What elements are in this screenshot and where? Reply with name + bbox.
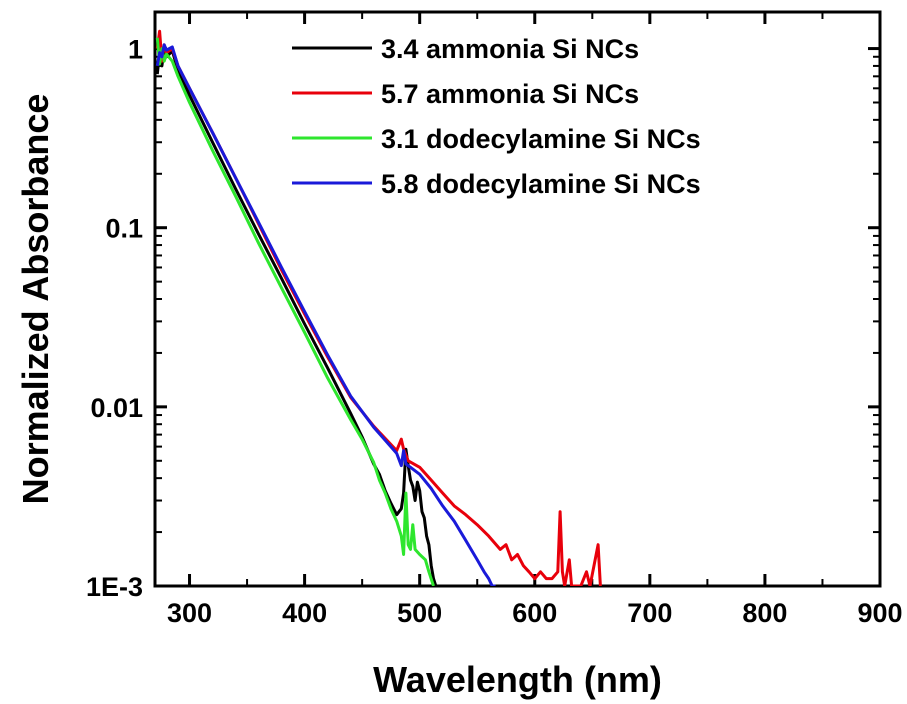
x-tick-label: 400 (282, 598, 327, 628)
y-tick-label: 0.1 (105, 214, 143, 244)
series-line-4 (155, 43, 496, 586)
y-tick-label: 0.01 (90, 393, 143, 423)
series-line-3 (155, 37, 435, 586)
legend-label-4: 5.8 dodecylamine Si NCs (381, 169, 701, 199)
legend-label-1: 3.4 ammonia Si NCs (381, 34, 639, 64)
legend-label-3: 3.1 dodecylamine Si NCs (381, 124, 701, 154)
legend-label-2: 5.7 ammonia Si NCs (381, 79, 639, 109)
x-tick-label: 300 (167, 598, 212, 628)
series-line-2 (155, 29, 602, 586)
y-axis-title: Normalized Absorbance (15, 94, 56, 505)
y-tick-label: 1 (128, 35, 143, 65)
series-lines (155, 29, 602, 586)
tick-marks (155, 12, 882, 588)
y-tick-labels: 1E-3 0.01 0.1 1 (86, 35, 143, 602)
y-tick-label: 1E-3 (86, 572, 143, 602)
x-tick-label: 700 (627, 598, 672, 628)
x-tick-label: 500 (397, 598, 442, 628)
legend: 3.4 ammonia Si NCs 5.7 ammonia Si NCs 3.1 … (292, 34, 701, 199)
x-tick-label: 800 (742, 598, 787, 628)
x-axis-title: Wavelength (nm) (373, 659, 662, 700)
x-tick-labels: 300 400 500 600 700 800 900 (167, 598, 903, 628)
x-tick-label: 900 (857, 598, 902, 628)
plot-area: 300 400 500 600 700 800 900 1E-3 0.01 0.1 1 (86, 10, 903, 628)
x-tick-label: 600 (512, 598, 557, 628)
